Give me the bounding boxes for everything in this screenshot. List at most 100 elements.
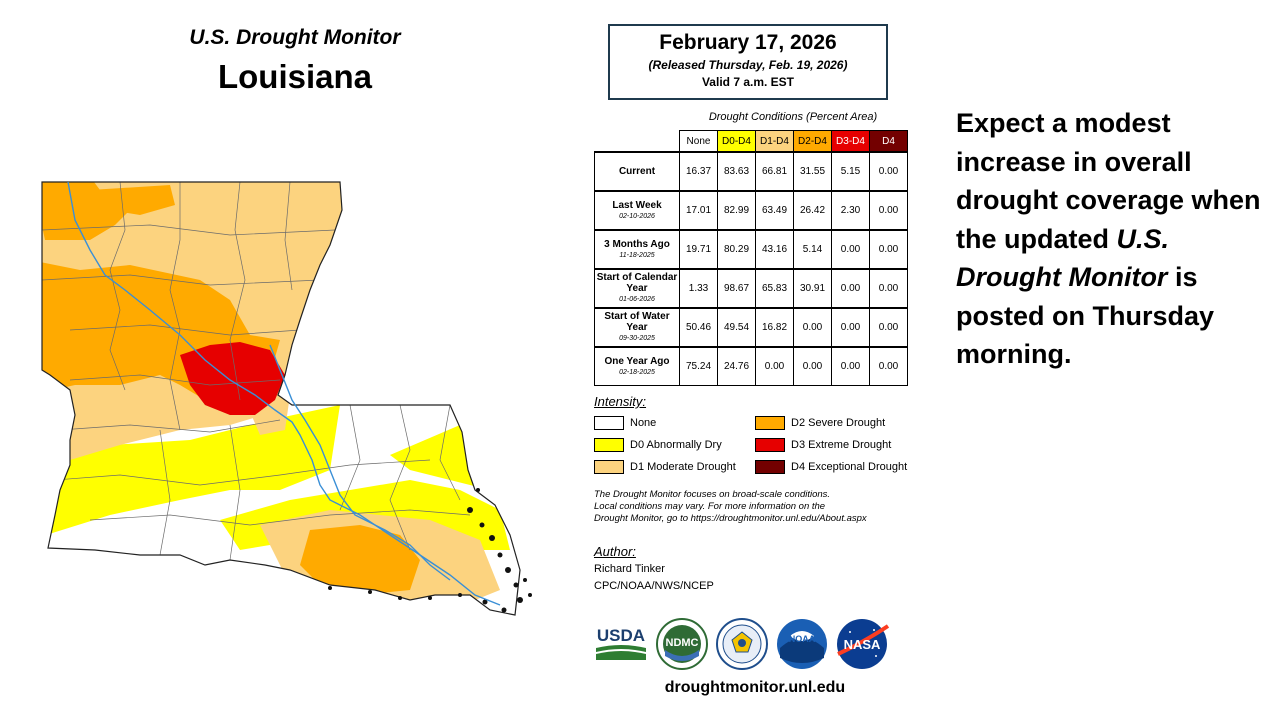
noaa-logo-text: NOAA [789, 634, 816, 644]
table-cell: 5.15 [831, 151, 870, 192]
legend-item-d2: D2 Severe Drought [755, 416, 885, 430]
row-label: 3 Months Ago 11-18-2025 [594, 229, 680, 270]
ndmc-logo: NDMC [656, 618, 708, 670]
note-line: Local conditions may vary. For more info… [594, 501, 826, 512]
table-row: Current 16.37 83.63 66.81 31.55 5.15 0.0… [594, 151, 908, 192]
row-label-text: Start of Calendar Year [596, 272, 678, 294]
legend-item-d4: D4 Exceptional Drought [755, 460, 907, 474]
louisiana-drought-map [41, 181, 532, 616]
legend-label: D1 Moderate Drought [630, 461, 736, 473]
table-cell: 0.00 [831, 268, 870, 309]
table-cell: 24.76 [717, 346, 756, 386]
table-corner [595, 131, 680, 153]
table-cell: 31.55 [793, 151, 832, 192]
legend-item-none: None [594, 416, 656, 430]
author-title: Author: [594, 544, 636, 559]
message-emphasis: U.S. Drought Monitor [956, 223, 1170, 293]
row-label-text: Current [618, 166, 656, 177]
legend-label: None [630, 417, 657, 429]
legend-label: D2 Severe Drought [791, 417, 886, 429]
legend-swatch [594, 416, 624, 430]
table-row: Start of Calendar Year 01-06-2026 1.33 98… [594, 268, 908, 309]
col-header-d4: D4 [869, 130, 908, 153]
table-row: Start of Water Year 09-30-2025 50.46 49.5… [594, 307, 908, 348]
legend-swatch [594, 460, 624, 474]
row-label: One Year Ago 02-18-2025 [594, 346, 680, 386]
legend-item-d3: D3 Extreme Drought [755, 438, 891, 452]
table-cell: 82.99 [717, 190, 756, 231]
table-cell: 30.91 [793, 268, 832, 309]
legend-label: D4 Exceptional Drought [791, 461, 908, 473]
table-cell: 0.00 [793, 307, 832, 348]
table-cell: 66.81 [755, 151, 794, 192]
legend-swatch [755, 438, 785, 452]
table-cell: 1.33 [679, 268, 718, 309]
legend-item-d0: D0 Abnormally Dry [594, 438, 722, 452]
table-cell: 65.83 [755, 268, 794, 309]
row-label-text: Start of Water Year [604, 311, 670, 333]
note-line: Drought Monitor, go to https://droughtmo… [594, 513, 867, 524]
row-label-date: 11-18-2025 [619, 251, 655, 259]
map-date: February 17, 2026 [659, 31, 837, 54]
table-cell: 0.00 [869, 268, 908, 309]
table-cell: 19.71 [679, 229, 718, 270]
message-part-1: Expect a modest increase in overall drou… [956, 108, 1261, 254]
col-header-d1-d4: D1-D4 [755, 130, 794, 153]
nasa-logo: NASA [837, 619, 890, 669]
drought-conditions-table: None D0-D4 D1-D4 D2-D4 D3-D4 D4 Current … [594, 130, 908, 386]
svg-text:USDA: USDA [597, 626, 645, 645]
row-label: Last Week 02-10-2026 [594, 190, 680, 231]
table-caption: Drought Conditions (Percent Area) [708, 111, 878, 123]
legend-swatch [755, 416, 785, 430]
nasa-logo-text: NASA [844, 637, 881, 652]
col-header-d3-d4: D3-D4 [831, 130, 870, 153]
col-header-none: None [679, 130, 718, 153]
table-cell: 0.00 [869, 190, 908, 231]
table-row: One Year Ago 02-18-2025 75.24 24.76 0.00 … [594, 346, 908, 386]
row-label: Current [594, 151, 680, 192]
legend-label: D0 Abnormally Dry [630, 439, 722, 451]
row-label-text: Last Week [612, 199, 662, 211]
site-url[interactable]: droughtmonitor.unl.edu [664, 679, 846, 696]
row-label-date: 01-06-2026 [619, 296, 655, 303]
row-label-text: One Year Ago [604, 355, 670, 367]
commerce-seal-logo [716, 618, 768, 670]
table-cell: 0.00 [869, 151, 908, 192]
table-cell: 0.00 [869, 307, 908, 348]
forecast-message: Expect a modest increase in overall drou… [956, 104, 1276, 374]
table-cell: 75.24 [679, 346, 718, 386]
row-label: Start of Water Year 09-30-2025 [594, 307, 680, 348]
map-region-title: Louisiana [217, 58, 373, 95]
noaa-logo: NOAA [777, 619, 827, 669]
disclaimer-note: The Drought Monitor focuses on broad-sca… [594, 489, 924, 525]
ndmc-logo-text: NDMC [666, 637, 699, 649]
message-part-2: is posted on Thursday morning. [956, 262, 1215, 369]
table-cell: 0.00 [869, 346, 908, 386]
legend-swatch [755, 460, 785, 474]
legend-label: D3 Extreme Drought [791, 439, 892, 451]
author-name: Richard Tinker [594, 563, 665, 575]
col-header-d2-d4: D2-D4 [793, 130, 832, 153]
table-row: Last Week 02-10-2026 17.01 82.99 63.49 26… [594, 190, 908, 231]
table-cell: 0.00 [831, 346, 870, 386]
table-cell: 16.82 [755, 307, 794, 348]
col-header-d0-d4: D0-D4 [717, 130, 756, 153]
row-label-date: 09-30-2025 [619, 335, 655, 342]
table-cell: 16.37 [679, 151, 718, 192]
row-label: Start of Calendar Year 01-06-2026 [594, 268, 680, 309]
row-label-date: 02-10-2026 [619, 212, 655, 220]
table-cell: 63.49 [755, 190, 794, 231]
date-box: February 17, 2026 (Released Thursday, Fe… [608, 24, 888, 100]
table-cell: 49.54 [717, 307, 756, 348]
table-cell: 0.00 [831, 229, 870, 270]
row-label-date: 02-18-2025 [619, 368, 655, 376]
table-cell: 0.00 [869, 229, 908, 270]
author-org: CPC/NOAA/NWS/NCEP [594, 580, 714, 592]
table-cell: 50.46 [679, 307, 718, 348]
table-cell: 43.16 [755, 229, 794, 270]
table-cell: 98.67 [717, 268, 756, 309]
table-row: 3 Months Ago 11-18-2025 19.71 80.29 43.16… [594, 229, 908, 270]
table-cell: 0.00 [793, 346, 832, 386]
valid-time: Valid 7 a.m. EST [701, 75, 795, 89]
table-cell: 17.01 [679, 190, 718, 231]
